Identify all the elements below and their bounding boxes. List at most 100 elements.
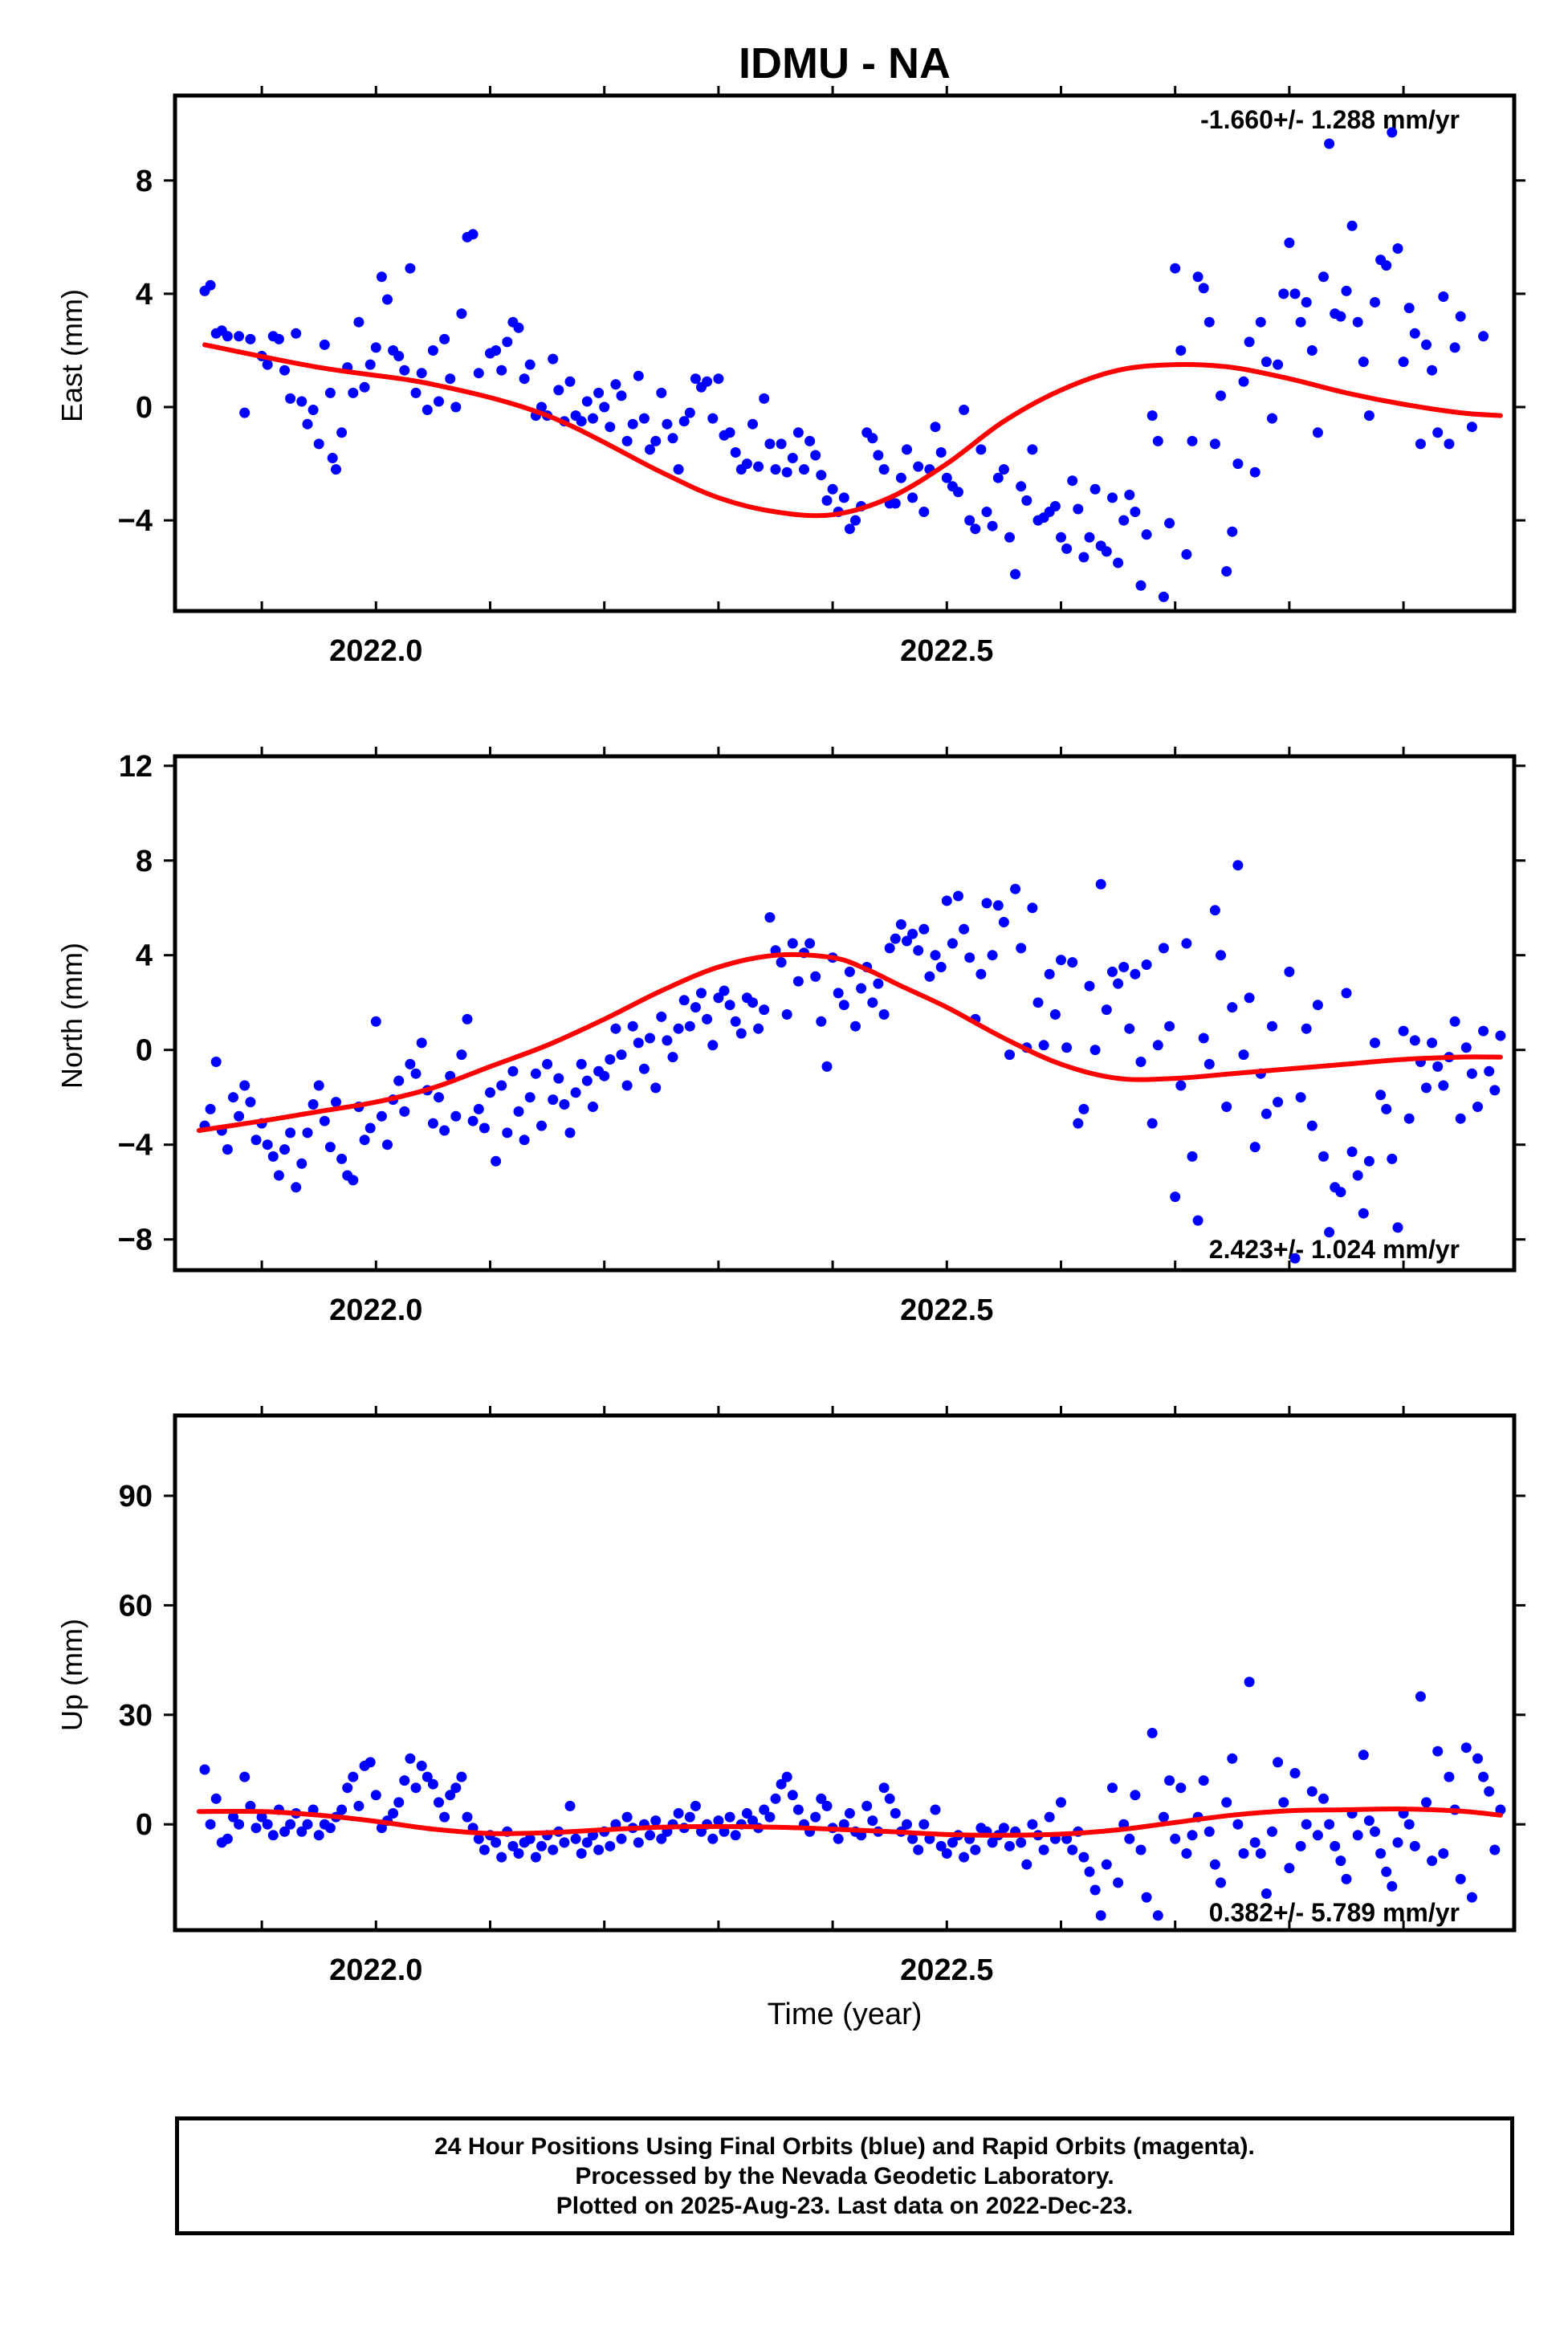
- data-point: [1324, 1819, 1335, 1830]
- data-point: [1244, 336, 1255, 348]
- data-point: [473, 1103, 484, 1114]
- data-point: [690, 373, 701, 385]
- data-point: [1164, 1020, 1175, 1032]
- data-point: [222, 1144, 233, 1155]
- data-point: [507, 1065, 519, 1077]
- data-point: [234, 1819, 245, 1830]
- data-point: [1278, 288, 1289, 299]
- data-point: [764, 912, 776, 923]
- data-point: [1370, 297, 1380, 308]
- data-point: [1038, 1040, 1049, 1051]
- x-axis-label: Time (year): [768, 1998, 922, 2031]
- data-point: [1352, 316, 1363, 328]
- data-point: [467, 1115, 479, 1126]
- data-point: [410, 1068, 422, 1079]
- data-point: [228, 1811, 238, 1823]
- data-point: [239, 407, 250, 418]
- data-point: [764, 438, 776, 450]
- data-point: [548, 1844, 559, 1855]
- data-point: [1249, 1837, 1261, 1848]
- data-point: [667, 1052, 678, 1063]
- data-point: [935, 447, 947, 458]
- data-point: [336, 427, 348, 438]
- data-point: [273, 333, 284, 344]
- data-point: [799, 464, 809, 475]
- data-point: [1255, 316, 1266, 328]
- data-point: [1227, 1002, 1238, 1013]
- data-point: [1363, 1815, 1375, 1827]
- data-point: [262, 1819, 273, 1830]
- data-point: [1295, 1840, 1306, 1851]
- data-point: [1318, 1151, 1329, 1162]
- data-point: [964, 515, 975, 526]
- data-point: [873, 978, 884, 989]
- data-point: [638, 413, 650, 424]
- data-point: [250, 1823, 262, 1834]
- data-point: [588, 1102, 598, 1112]
- panel-east-fit-line: [202, 342, 1503, 519]
- data-point: [359, 1134, 370, 1146]
- data-point: [902, 444, 912, 455]
- data-point: [975, 968, 987, 980]
- data-point: [667, 433, 678, 444]
- data-point: [1370, 1037, 1380, 1049]
- data-point: [1187, 435, 1198, 446]
- data-point: [1495, 1030, 1506, 1041]
- data-point: [838, 1000, 849, 1011]
- data-point: [1152, 1910, 1163, 1921]
- data-point: [1113, 978, 1124, 989]
- data-point: [844, 523, 855, 535]
- data-point: [1181, 549, 1192, 560]
- data-point: [1306, 1786, 1318, 1797]
- data-point: [285, 1819, 296, 1830]
- data-point: [302, 418, 313, 430]
- data-point: [1346, 220, 1358, 231]
- data-point: [273, 1170, 284, 1181]
- data-point: [1216, 1877, 1226, 1888]
- data-point: [593, 1844, 605, 1855]
- data-point: [1107, 492, 1118, 503]
- data-point: [987, 1837, 998, 1848]
- data-point: [370, 342, 381, 353]
- data-point: [439, 1125, 450, 1136]
- data-point: [291, 1182, 302, 1193]
- data-point: [913, 1844, 924, 1855]
- data-point: [605, 422, 616, 433]
- data-point: [684, 1020, 695, 1032]
- data-point: [1067, 1844, 1078, 1855]
- data-point: [1118, 962, 1130, 972]
- data-point: [730, 1830, 741, 1841]
- data-point: [753, 461, 764, 472]
- data-point: [536, 1120, 547, 1131]
- data-point: [1284, 966, 1295, 977]
- data-point: [245, 333, 256, 344]
- data-point: [353, 1800, 365, 1811]
- data-point: [1330, 1840, 1341, 1851]
- data-point: [1318, 271, 1329, 283]
- data-point: [1073, 1118, 1084, 1129]
- data-point: [1273, 1757, 1284, 1768]
- footer-box: 24 Hour Positions Using Final Orbits (bl…: [175, 2116, 1514, 2235]
- data-point: [1312, 1830, 1323, 1841]
- data-point: [559, 1837, 570, 1848]
- data-point: [730, 447, 741, 458]
- data-point: [1084, 980, 1095, 992]
- data-point: [810, 971, 821, 982]
- data-point: [434, 1797, 444, 1808]
- data-point: [719, 1826, 730, 1837]
- data-point: [439, 333, 450, 344]
- data-point: [348, 387, 359, 398]
- data-point: [621, 435, 633, 446]
- data-point: [987, 950, 998, 961]
- panel-up-ylabel: Up (mm): [55, 1619, 88, 1731]
- data-point: [741, 458, 752, 470]
- data-point: [388, 1808, 399, 1819]
- data-point: [399, 1775, 410, 1786]
- data-point: [496, 365, 507, 376]
- data-point: [918, 923, 930, 935]
- data-point: [205, 1819, 216, 1830]
- data-point: [616, 1049, 627, 1061]
- y-tick-label: 8: [136, 165, 153, 198]
- data-point: [1495, 1804, 1506, 1815]
